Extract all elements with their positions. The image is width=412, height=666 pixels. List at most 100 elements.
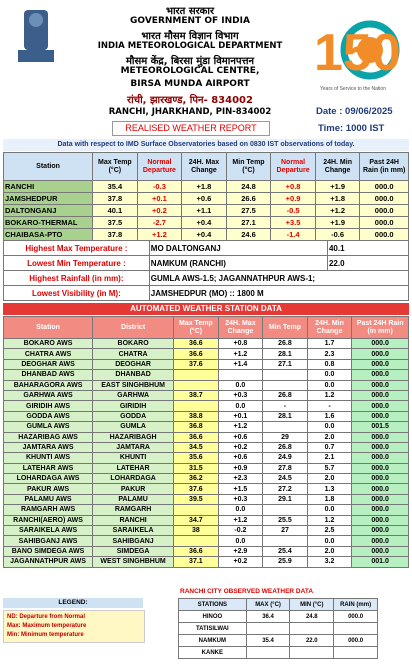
- row: KHUNTI AWS KHUNTI 35.6 +0.6 24.9 2.1 000.0: [2, 452, 409, 464]
- row: HINOO 36.4 24.8 000.0: [178, 610, 378, 623]
- cell: BANO SIMDEGA AWS: [2, 545, 94, 558]
- cell: SAHIBGANJ AWS: [2, 535, 94, 547]
- column-header: Min Temp (°C): [225, 152, 272, 181]
- cell: +0.6: [217, 431, 264, 443]
- cell: 37.5: [92, 216, 138, 229]
- cell: +2.3: [217, 473, 264, 485]
- legend-box: ND: Departure from Normal Max: Maximum te…: [3, 610, 145, 643]
- cell: 0.0: [306, 379, 353, 391]
- cell: +0.2: [217, 556, 264, 568]
- cell: 25.9: [262, 556, 308, 568]
- cell: KANKE: [178, 646, 247, 659]
- cell: +0.1: [136, 192, 183, 205]
- cell: 3.2: [306, 556, 353, 568]
- cell: -0.5: [270, 204, 316, 217]
- aws-table-wrap: Station District Max Temp (°C) 24H. Max Cha…: [2, 316, 409, 568]
- cell: PAKUR AWS: [2, 483, 94, 495]
- row: CHATRA AWS CHATRA 36.6 +1.2 28.1 2.3 000.0: [2, 348, 409, 360]
- cell: 000.0: [351, 514, 409, 527]
- cell: 38.8: [173, 410, 219, 423]
- header-line: METEOROLOGICAL CENTRE,: [120, 66, 260, 76]
- cell: JAMTARA AWS: [2, 441, 94, 454]
- column-header: Station: [2, 152, 94, 181]
- cell: 000.0: [351, 545, 409, 558]
- cell: 000.0: [351, 483, 409, 495]
- cell: 24.8: [225, 180, 272, 193]
- cell: GARHWA AWS: [2, 389, 94, 402]
- cell: 24.6: [225, 228, 272, 241]
- column-header: Past 24H Rain (in mm): [351, 316, 409, 339]
- column-header: 24H. Max Change: [181, 152, 227, 181]
- cell: 2.5: [306, 525, 353, 537]
- cell: -: [306, 400, 353, 412]
- cell: 0.0: [217, 504, 264, 516]
- header-line: भारत सरकार: [165, 6, 215, 17]
- row: RAMGARH AWS RAMGARH 0.0 0.0 000.0: [2, 504, 409, 516]
- row: LOHARDAGA AWS LOHARDAGA 36.2 +2.3 24.5 2.0 000…: [2, 473, 409, 485]
- report-date: Date : 09/06/2025: [316, 106, 393, 117]
- extreme-label: Lowest Min Temperature :: [3, 255, 150, 271]
- cell: [245, 646, 291, 659]
- cell: 26.6: [225, 192, 272, 205]
- row: NAMKUM 35.4 22.0 000.0: [178, 634, 378, 647]
- extreme-row: Lowest Min Temperature : NAMKUM (RANCHI) 2…: [3, 255, 410, 271]
- legend-title: LEGEND:: [3, 598, 143, 608]
- cell: 36.6: [173, 545, 219, 558]
- row: SARAIKELA AWS SARAIKELA 38 -0.2 27 2.5 000.0: [2, 525, 409, 537]
- cell: PAKUR: [92, 483, 175, 495]
- cell: LOHARDAGA: [92, 473, 175, 485]
- cell: +1.9: [314, 180, 361, 193]
- cell: 38.7: [173, 389, 219, 402]
- cell: -2.7: [136, 216, 183, 229]
- cell: -0.3: [136, 180, 183, 193]
- cell: +0.9: [217, 462, 264, 475]
- header-row: Station Max Temp (°C) Normal Departure 24H.…: [2, 152, 409, 181]
- header-row: Station District Max Temp (°C) 24H. Max Cha…: [2, 316, 409, 339]
- cell: GARHWA: [92, 389, 175, 402]
- cell: 000.0: [351, 504, 409, 516]
- logo-caption: Years of Service to the Nation: [320, 86, 386, 92]
- legend-item: Max: Maximum temperature: [7, 623, 87, 629]
- row: RANCHI(AERO) AWS RANCHI 34.7 +1.2 25.5 1.2 000…: [2, 514, 409, 527]
- cell: [217, 369, 264, 381]
- extreme-value: NAMKUM (RANCHI): [148, 255, 328, 271]
- cell: 0.8: [306, 358, 353, 371]
- header-line: रांची, झारखण्ड, पिन- 834002: [127, 95, 253, 106]
- cell: PALAMU: [92, 493, 175, 506]
- column-header: MIN (°C): [289, 598, 335, 611]
- header-line: मौसम केंद्र, बिरसा मुंडा विमानपत्तन: [125, 56, 255, 67]
- cell: +3.5: [270, 216, 316, 229]
- logo-number: 150: [314, 24, 401, 82]
- cell: 29: [262, 431, 308, 443]
- cell: JAMSHEDPUR: [2, 192, 94, 205]
- report-time: Time: 1000 IST: [318, 123, 385, 134]
- cell: 27.2: [262, 483, 308, 495]
- cell: +0.1: [217, 410, 264, 423]
- cell: SARAIKELA: [92, 525, 175, 537]
- row: GARHWA AWS GARHWA 38.7 +0.3 26.8 1.2 000.0: [2, 389, 409, 402]
- cell: LOHARDAGA AWS: [2, 473, 94, 485]
- cell: +0.6: [181, 192, 227, 205]
- cell: 27.1: [225, 216, 272, 229]
- cell: +0.3: [217, 389, 264, 402]
- cell: 2.0: [306, 473, 353, 485]
- extreme-label: Highest Rainfall (in mm):: [3, 270, 150, 286]
- cell: 36.6: [173, 337, 219, 350]
- cell: RANCHI: [92, 514, 175, 527]
- column-header: Station: [2, 316, 94, 339]
- cell: 000.0: [351, 400, 409, 412]
- cell: +1.8: [181, 180, 227, 193]
- cell: 000.0: [351, 389, 409, 402]
- cell: 0.7: [306, 441, 353, 454]
- emblem: [18, 10, 54, 62]
- cell: 000.0: [333, 634, 378, 647]
- cell: RAMGARH AWS: [2, 504, 94, 516]
- anniversary-logo: 150 Years of Service to the Nation: [314, 20, 401, 92]
- cell: [173, 369, 219, 381]
- cell: 000.0: [351, 525, 409, 537]
- row: PALAMU AWS PALAMU 39.5 +0.3 29.1 1.8 000.0: [2, 493, 409, 506]
- row: PAKUR AWS PAKUR 37.6 +1.5 27.2 1.3 000.0: [2, 483, 409, 495]
- row: BANO SIMDEGA AWS SIMDEGA 36.6 +2.9 25.4 2.0 00…: [2, 545, 409, 558]
- cell: 000.0: [359, 192, 409, 205]
